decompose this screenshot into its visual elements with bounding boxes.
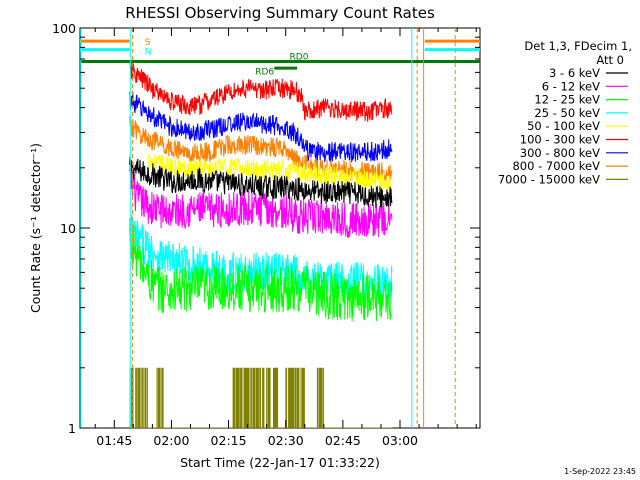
legend-entry: 100 - 300 keV [520, 133, 600, 147]
legend-header-2: Att 0 [596, 53, 624, 67]
x-tick-label: 02:45 [325, 433, 361, 448]
y-tick-label: 100 [52, 21, 76, 36]
flag-label-s: S [145, 38, 151, 48]
legend-entry: 50 - 100 keV [527, 119, 600, 133]
legend-entry: 12 - 25 keV [534, 93, 600, 107]
series-6 [129, 91, 393, 162]
series-4 [148, 153, 393, 192]
x-tick-label: 02:15 [211, 433, 247, 448]
series-0 [129, 156, 393, 209]
y-tick-label: 10 [60, 221, 76, 236]
axis-ticks: 01:45 02:00 02:15 02:30 02:45 03:00 1 10 100 [52, 21, 480, 448]
x-tick-label: 02:00 [153, 433, 189, 448]
series-line [129, 60, 393, 122]
x-tick-label: 02:30 [268, 433, 304, 448]
legend-entry: 300 - 800 keV [520, 146, 600, 160]
rd0-label: RD0 [290, 53, 309, 63]
flag-label-n: N [145, 48, 152, 58]
chart-title: RHESSI Observing Summary Count Rates [125, 4, 435, 22]
overlay-layer: SN RD6 RD0 [80, 28, 480, 428]
series-line [148, 153, 393, 192]
legend-header: Det 1,3, FDecim 1, [524, 39, 632, 53]
legend-entry: 25 - 50 keV [534, 106, 600, 120]
series-8 [129, 367, 393, 428]
series-2 [129, 222, 393, 322]
series-line [129, 367, 393, 428]
series-line [129, 91, 393, 162]
legend-entry: 3 - 6 keV [549, 66, 600, 80]
x-tick-label: 01:45 [96, 433, 132, 448]
legend-entry: 6 - 12 keV [542, 79, 600, 93]
series-line [129, 222, 393, 322]
y-tick-label: 1 [68, 421, 76, 436]
series-line [129, 116, 393, 182]
timestamp: 1-Sep-2022 23:45 [564, 467, 636, 476]
series-5 [129, 60, 393, 122]
series-layer [129, 60, 393, 428]
series-line [129, 156, 393, 209]
rd6-label: RD6 [255, 67, 274, 77]
x-tick-label: 03:00 [382, 433, 418, 448]
series-7 [129, 116, 393, 182]
x-axis-label: Start Time (22-Jan-17 01:33:22) [180, 455, 380, 470]
legend-entry: 7000 - 15000 keV [498, 172, 600, 186]
legend-entry: 800 - 7000 keV [512, 159, 600, 173]
y-axis-label: Count Rate (s⁻¹ detector⁻¹) [28, 143, 43, 313]
